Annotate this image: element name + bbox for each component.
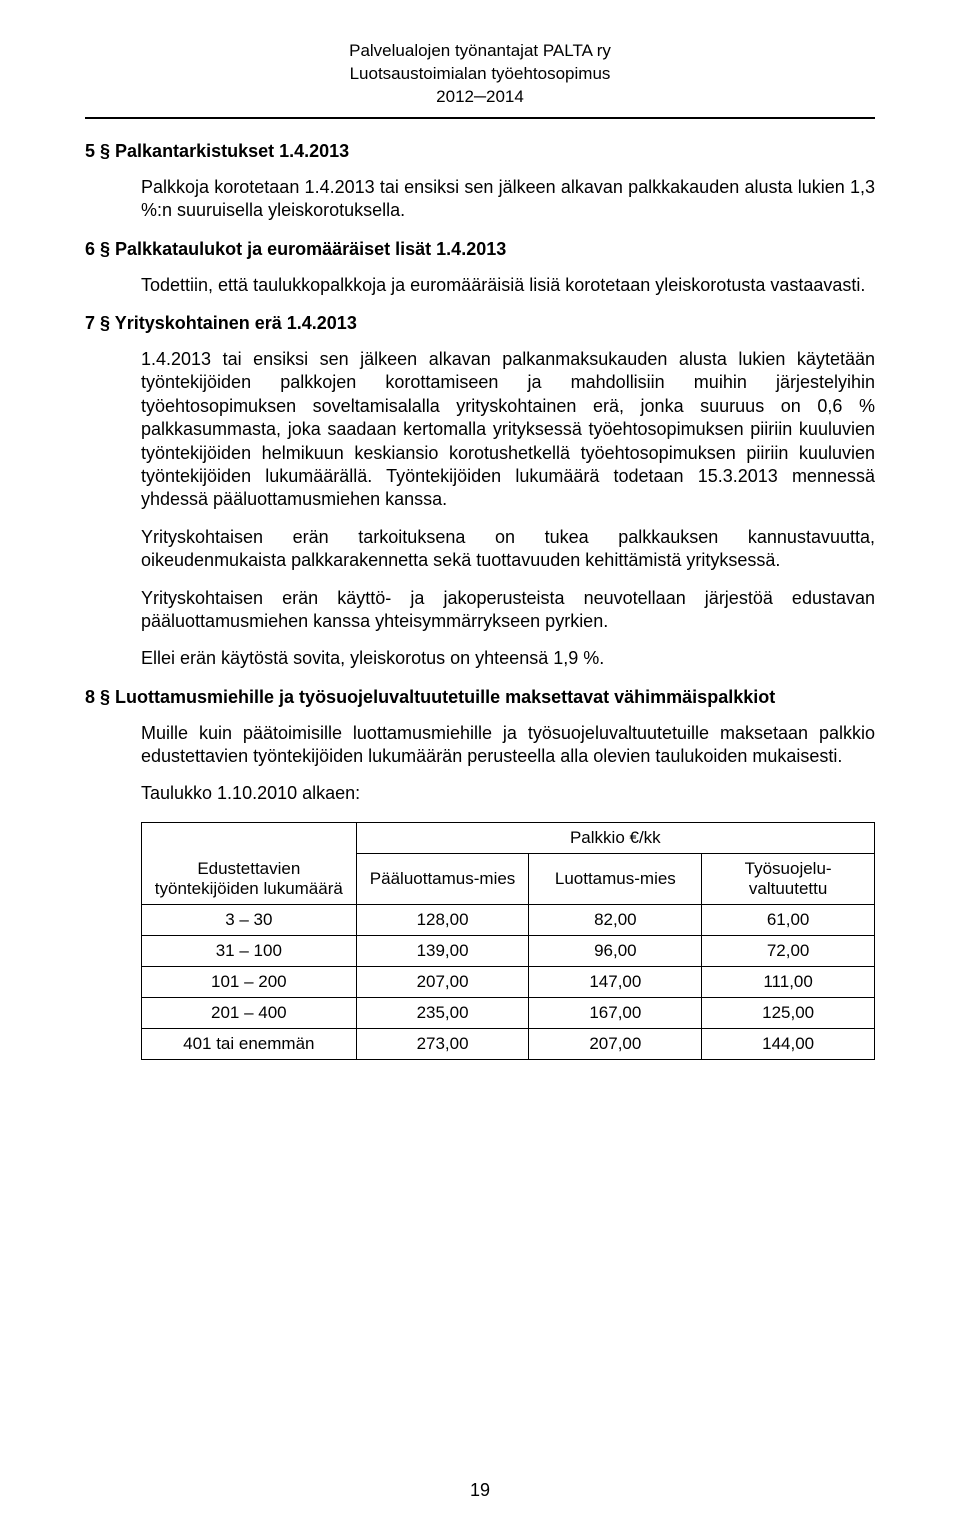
table-cell-range: 101 – 200 <box>142 966 357 997</box>
table-cell: 167,00 <box>529 997 702 1028</box>
page-header: Palvelualojen työnantajat PALTA ry Luots… <box>85 40 875 109</box>
table-cell-range: 3 – 30 <box>142 904 357 935</box>
section-5-paragraph: Palkkoja korotetaan 1.4.2013 tai ensiksi… <box>141 176 875 223</box>
table-row: 101 – 200 207,00 147,00 111,00 <box>142 966 875 997</box>
table-col0-header: Edustettavien työntekijöiden lukumäärä <box>142 853 357 904</box>
section-7-title: 7 § Yrityskohtainen erä 1.4.2013 <box>85 313 875 334</box>
table-cell: 207,00 <box>356 966 529 997</box>
table-row: 3 – 30 128,00 82,00 61,00 <box>142 904 875 935</box>
table-cell: 61,00 <box>702 904 875 935</box>
table-cell: 96,00 <box>529 935 702 966</box>
table-cell-range: 201 – 400 <box>142 997 357 1028</box>
fee-table-container: Palkkio €/kk Edustettavien työntekijöide… <box>141 822 875 1060</box>
document-page: Palvelualojen työnantajat PALTA ry Luots… <box>0 0 960 1531</box>
section-6-title: 6 § Palkkataulukot ja euromääräiset lisä… <box>85 239 875 260</box>
table-row: 31 – 100 139,00 96,00 72,00 <box>142 935 875 966</box>
table-cell: 82,00 <box>529 904 702 935</box>
section-7-paragraph-4: Ellei erän käytöstä sovita, yleiskorotus… <box>141 647 875 670</box>
header-line-2: Luotsaustoimialan työehtosopimus <box>85 63 875 86</box>
table-cell: 72,00 <box>702 935 875 966</box>
table-cell: 273,00 <box>356 1028 529 1059</box>
table-col1-header: Pääluottamus-mies <box>356 853 529 904</box>
table-col2-header: Luottamus-mies <box>529 853 702 904</box>
table-cell: 235,00 <box>356 997 529 1028</box>
table-header-row-2: Edustettavien työntekijöiden lukumäärä P… <box>142 853 875 904</box>
table-cell: 125,00 <box>702 997 875 1028</box>
page-number: 19 <box>0 1480 960 1501</box>
table-cell-range: 401 tai enemmän <box>142 1028 357 1059</box>
header-line-3: 2012─2014 <box>85 86 875 109</box>
table-header-top: Palkkio €/kk <box>356 822 874 853</box>
table-cell: 207,00 <box>529 1028 702 1059</box>
table-cell: 128,00 <box>356 904 529 935</box>
table-col3-header: Työsuojelu-valtuutettu <box>702 853 875 904</box>
section-8-paragraph-2: Taulukko 1.10.2010 alkaen: <box>141 782 875 805</box>
table-cell: 144,00 <box>702 1028 875 1059</box>
section-7-paragraph-3: Yrityskohtaisen erän käyttö- ja jakoperu… <box>141 587 875 634</box>
section-8-title: 8 § Luottamusmiehille ja työsuojeluvaltu… <box>85 687 875 708</box>
table-header-row-1: Palkkio €/kk <box>142 822 875 853</box>
section-8-paragraph-1: Muille kuin päätoimisille luottamusmiehi… <box>141 722 875 769</box>
section-5-title: 5 § Palkantarkistukset 1.4.2013 <box>85 141 875 162</box>
fee-table: Palkkio €/kk Edustettavien työntekijöide… <box>141 822 875 1060</box>
table-cell: 147,00 <box>529 966 702 997</box>
table-cell: 139,00 <box>356 935 529 966</box>
header-divider <box>85 117 875 119</box>
section-7-paragraph-2: Yrityskohtaisen erän tarkoituksena on tu… <box>141 526 875 573</box>
section-6-paragraph: Todettiin, että taulukkopalkkoja ja euro… <box>141 274 875 297</box>
header-line-1: Palvelualojen työnantajat PALTA ry <box>85 40 875 63</box>
table-row: 401 tai enemmän 273,00 207,00 144,00 <box>142 1028 875 1059</box>
section-7-paragraph-1: 1.4.2013 tai ensiksi sen jälkeen alkavan… <box>141 348 875 512</box>
table-cell-range: 31 – 100 <box>142 935 357 966</box>
table-header-empty <box>142 822 357 853</box>
table-cell: 111,00 <box>702 966 875 997</box>
table-row: 201 – 400 235,00 167,00 125,00 <box>142 997 875 1028</box>
